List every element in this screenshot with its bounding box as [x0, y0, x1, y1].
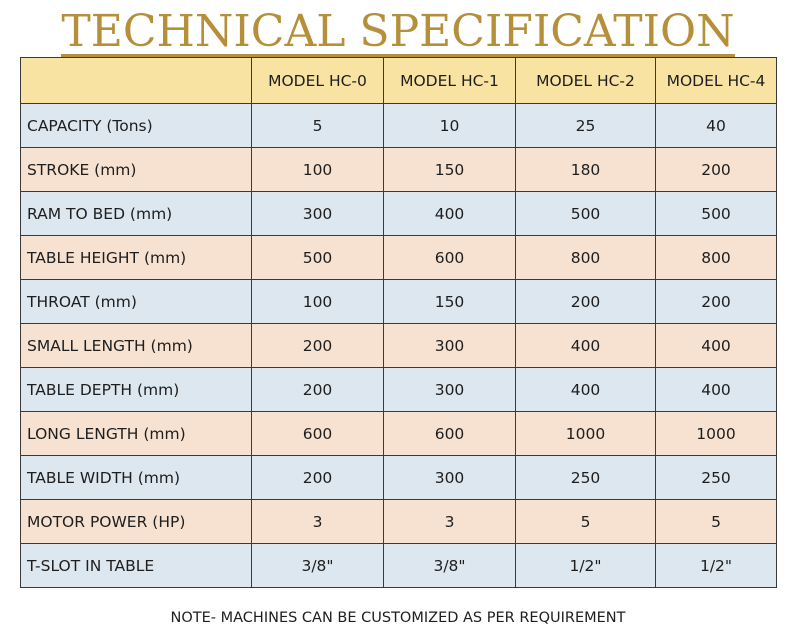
table-cell: 150	[383, 279, 516, 324]
row-label: SMALL LENGTH (mm)	[20, 323, 252, 368]
table-row: THROAT (mm) 100 150 200 200	[20, 279, 777, 324]
row-label: LONG LENGTH (mm)	[20, 411, 252, 456]
header-cell-model-hc-4: MODEL HC-4	[655, 57, 777, 104]
table-cell: 250	[515, 455, 656, 500]
table-cell: 200	[251, 367, 384, 412]
row-label: TABLE HEIGHT (mm)	[20, 235, 252, 280]
table-row: TABLE WIDTH (mm) 200 300 250 250	[20, 455, 777, 500]
table-cell: 200	[655, 279, 777, 324]
table-cell: 40	[655, 103, 777, 148]
specification-table: MODEL HC-0 MODEL HC-1 MODEL HC-2 MODEL H…	[20, 57, 777, 588]
row-label: TABLE WIDTH (mm)	[20, 455, 252, 500]
table-cell: 200	[655, 147, 777, 192]
row-label: CAPACITY (Tons)	[20, 103, 252, 148]
table-cell: 100	[251, 147, 384, 192]
page-title-text: TECHNICAL SPECIFICATION	[61, 6, 735, 57]
table-cell: 400	[655, 367, 777, 412]
table-row: SMALL LENGTH (mm) 200 300 400 400	[20, 323, 777, 368]
table-row: TABLE HEIGHT (mm) 500 600 800 800	[20, 235, 777, 280]
table-row: CAPACITY (Tons) 5 10 25 40	[20, 103, 777, 148]
table-cell: 400	[655, 323, 777, 368]
table-cell: 100	[251, 279, 384, 324]
table-row: MOTOR POWER (HP) 3 3 5 5	[20, 499, 777, 544]
row-label: T-SLOT IN TABLE	[20, 543, 252, 588]
table-cell: 400	[515, 323, 656, 368]
table-cell: 400	[515, 367, 656, 412]
row-label: STROKE (mm)	[20, 147, 252, 192]
table-row: TABLE DEPTH (mm) 200 300 400 400	[20, 367, 777, 412]
table-cell: 1000	[515, 411, 656, 456]
table-row: STROKE (mm) 100 150 180 200	[20, 147, 777, 192]
page-title: TECHNICAL SPECIFICATION	[0, 6, 796, 58]
table-cell: 200	[515, 279, 656, 324]
table-row: T-SLOT IN TABLE 3/8" 3/8" 1/2" 1/2"	[20, 543, 777, 588]
table-cell: 400	[383, 191, 516, 236]
table-cell: 180	[515, 147, 656, 192]
table-cell: 1/2"	[655, 543, 777, 588]
table-cell: 500	[515, 191, 656, 236]
table-cell: 300	[383, 323, 516, 368]
row-label: RAM TO BED (mm)	[20, 191, 252, 236]
table-cell: 200	[251, 323, 384, 368]
table-cell: 1/2"	[515, 543, 656, 588]
row-label: TABLE DEPTH (mm)	[20, 367, 252, 412]
table-cell: 600	[383, 411, 516, 456]
table-cell: 200	[251, 455, 384, 500]
header-cell-model-hc-0: MODEL HC-0	[251, 57, 384, 104]
table-cell: 150	[383, 147, 516, 192]
table-cell: 500	[655, 191, 777, 236]
row-label: MOTOR POWER (HP)	[20, 499, 252, 544]
header-cell-empty	[20, 57, 252, 104]
row-label: THROAT (mm)	[20, 279, 252, 324]
table-cell: 25	[515, 103, 656, 148]
table-row: LONG LENGTH (mm) 600 600 1000 1000	[20, 411, 777, 456]
table-cell: 500	[251, 235, 384, 280]
table-cell: 10	[383, 103, 516, 148]
table-cell: 3/8"	[251, 543, 384, 588]
table-cell: 1000	[655, 411, 777, 456]
table-header-row: MODEL HC-0 MODEL HC-1 MODEL HC-2 MODEL H…	[20, 57, 777, 104]
table-cell: 5	[251, 103, 384, 148]
table-cell: 3	[383, 499, 516, 544]
table-cell: 800	[655, 235, 777, 280]
table-cell: 300	[383, 367, 516, 412]
header-cell-model-hc-2: MODEL HC-2	[515, 57, 656, 104]
table-cell: 3	[251, 499, 384, 544]
table-cell: 300	[251, 191, 384, 236]
table-cell: 5	[515, 499, 656, 544]
table-row: RAM TO BED (mm) 300 400 500 500	[20, 191, 777, 236]
footnote: NOTE- MACHINES CAN BE CUSTOMIZED AS PER …	[170, 610, 626, 626]
table-cell: 3/8"	[383, 543, 516, 588]
table-cell: 600	[251, 411, 384, 456]
table-cell: 300	[383, 455, 516, 500]
header-cell-model-hc-1: MODEL HC-1	[383, 57, 516, 104]
table-cell: 800	[515, 235, 656, 280]
table-cell: 5	[655, 499, 777, 544]
table-cell: 600	[383, 235, 516, 280]
table-cell: 250	[655, 455, 777, 500]
